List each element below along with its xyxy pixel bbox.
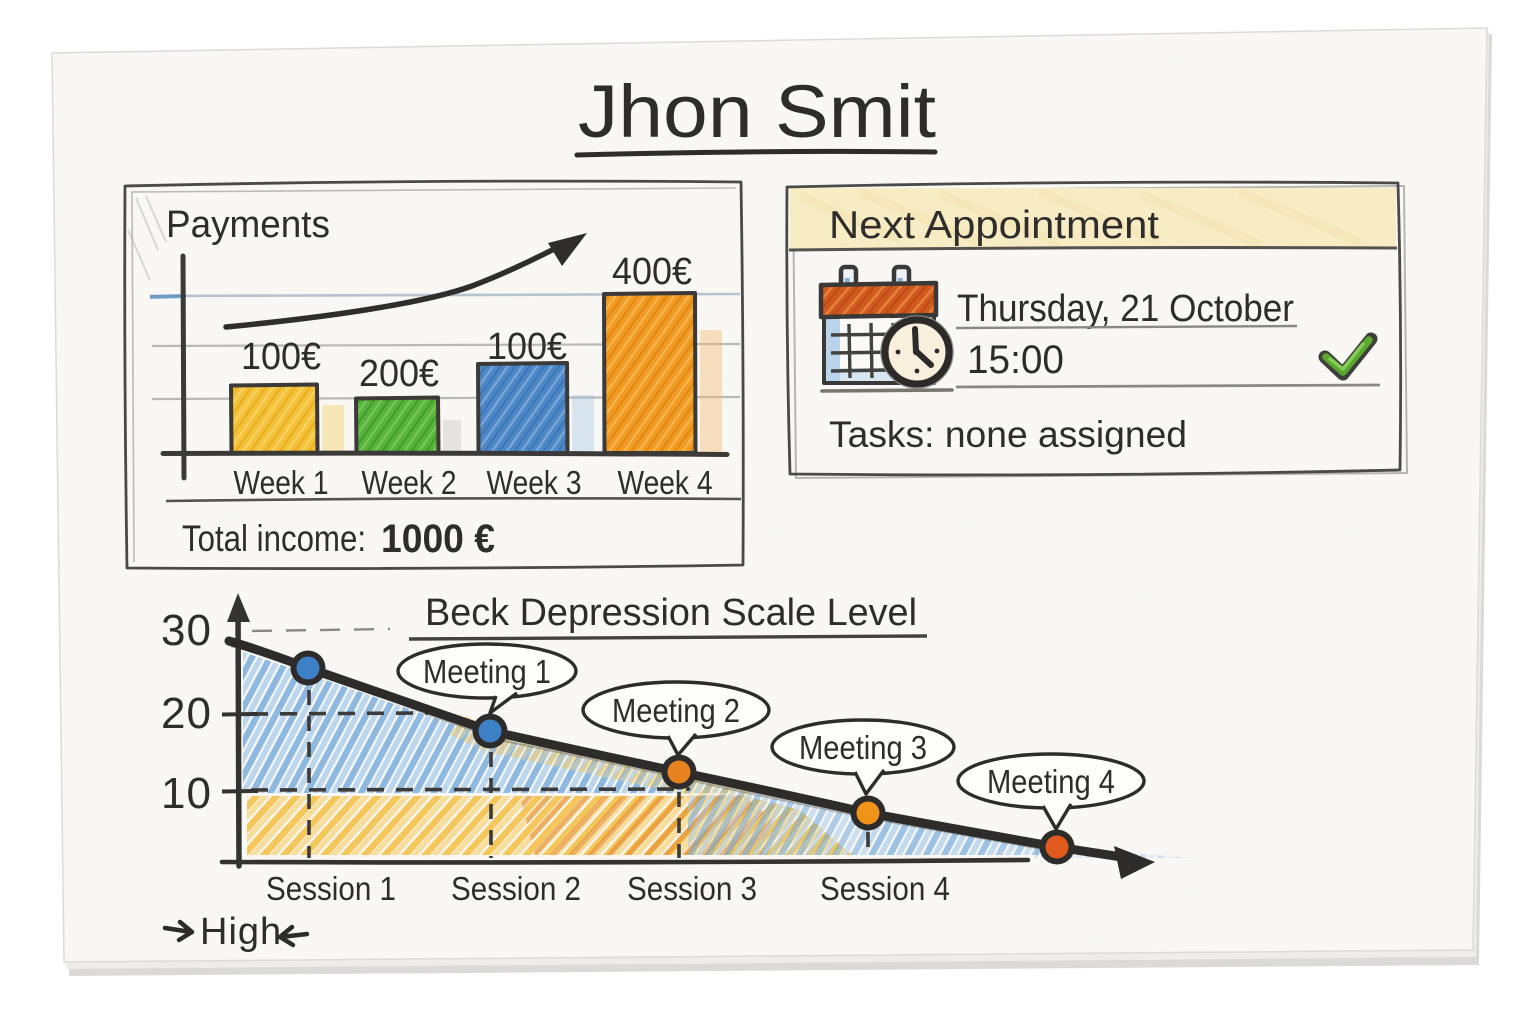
svg-text:1000 €: 1000 € xyxy=(381,517,495,561)
svg-text:Meeting 3: Meeting 3 xyxy=(799,729,927,766)
svg-text:Session 2: Session 2 xyxy=(451,870,581,907)
svg-text:10: 10 xyxy=(161,769,212,818)
svg-text:100€: 100€ xyxy=(241,336,321,378)
svg-text:30: 30 xyxy=(161,606,212,655)
svg-text:100€: 100€ xyxy=(487,326,567,368)
svg-text:Session 4: Session 4 xyxy=(820,870,950,907)
svg-text:Meeting 2: Meeting 2 xyxy=(612,692,740,729)
svg-text:Tasks: none assigned: Tasks: none assigned xyxy=(829,414,1187,455)
svg-text:Beck Depression Scale Level: Beck Depression Scale Level xyxy=(425,592,917,634)
svg-text:Week 1: Week 1 xyxy=(234,464,329,501)
svg-text:Week 2: Week 2 xyxy=(362,464,457,501)
svg-text:200€: 200€ xyxy=(359,353,439,395)
svg-text:High: High xyxy=(200,911,282,953)
svg-text:Payments: Payments xyxy=(166,204,330,246)
svg-text:15:00: 15:00 xyxy=(967,338,1064,382)
svg-text:Session 1: Session 1 xyxy=(266,870,396,907)
svg-text:Week 4: Week 4 xyxy=(618,464,713,501)
svg-text:400€: 400€ xyxy=(612,251,692,293)
svg-text:Total income:: Total income: xyxy=(182,518,366,559)
svg-text:Meeting 4: Meeting 4 xyxy=(987,763,1115,800)
svg-text:Next Appointment: Next Appointment xyxy=(829,204,1159,247)
svg-text:Meeting 1: Meeting 1 xyxy=(423,653,551,690)
svg-text:Week 3: Week 3 xyxy=(487,464,582,501)
svg-text:20: 20 xyxy=(161,689,212,738)
svg-text:Jhon Smit: Jhon Smit xyxy=(578,70,936,153)
svg-text:Session 3: Session 3 xyxy=(627,870,757,907)
svg-text:Thursday, 21 October: Thursday, 21 October xyxy=(957,288,1294,330)
